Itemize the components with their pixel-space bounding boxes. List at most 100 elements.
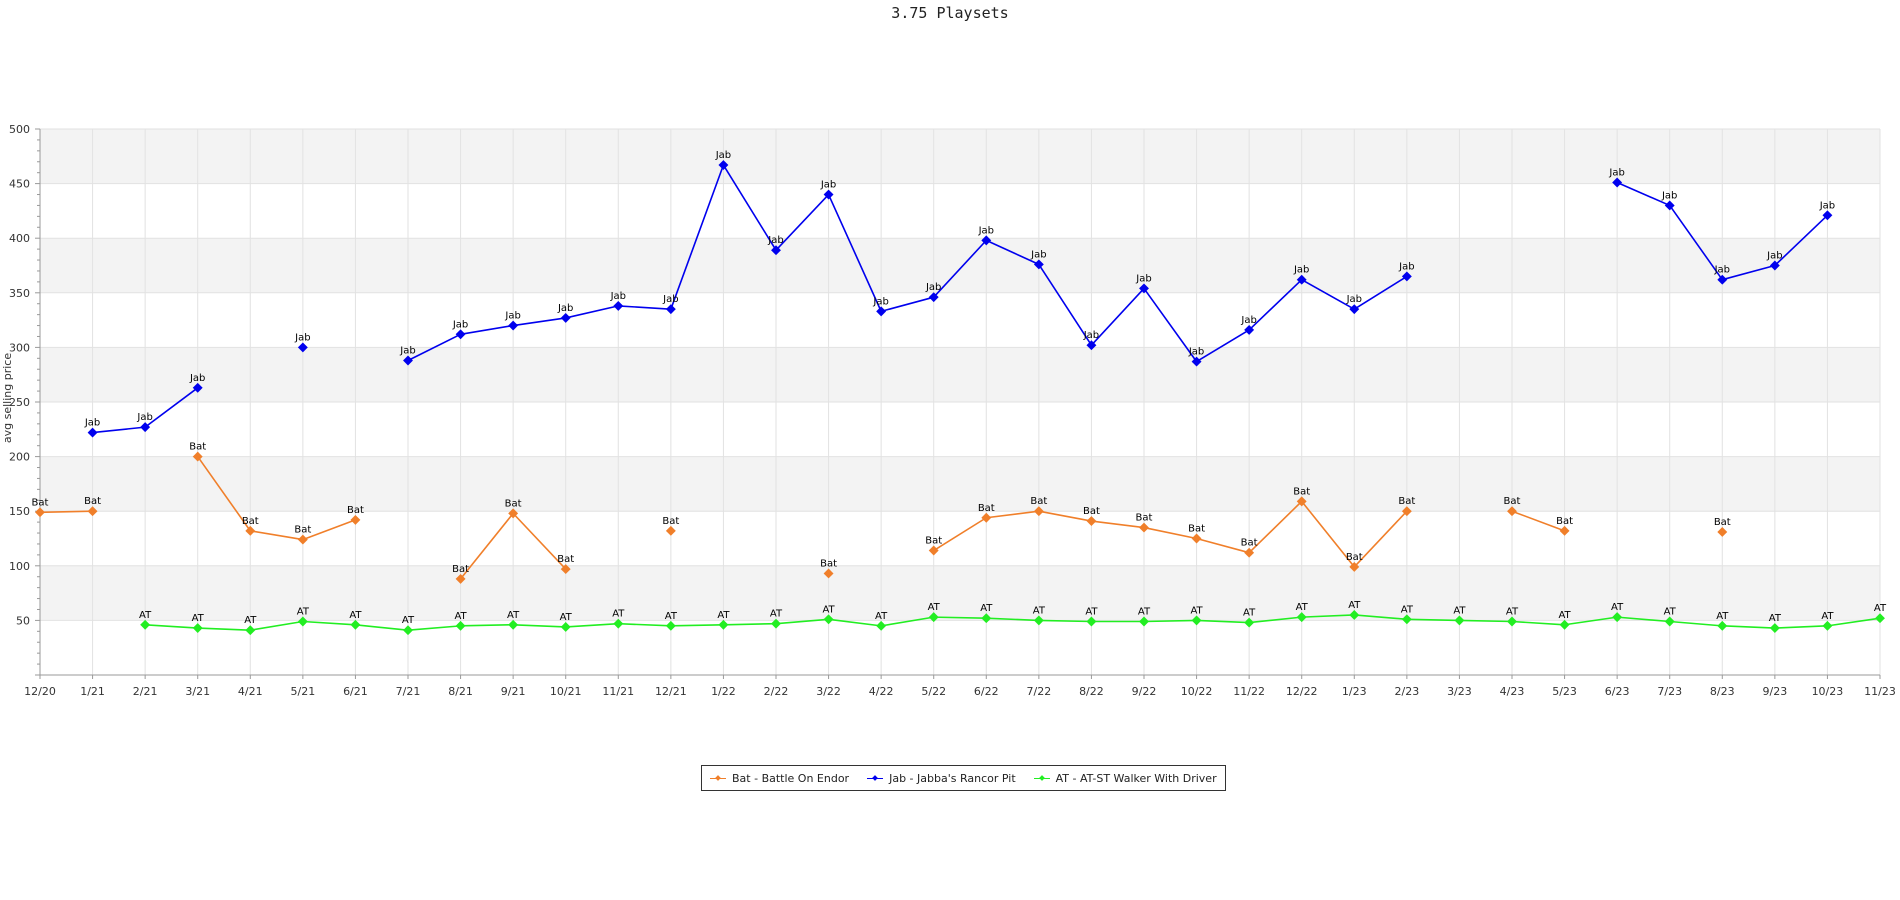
series-line-segment <box>1354 614 1407 621</box>
data-point[interactable] <box>823 568 834 579</box>
x-tick-label: 11/23 <box>1864 685 1896 698</box>
data-point[interactable] <box>1244 547 1255 558</box>
data-point[interactable] <box>665 525 676 536</box>
data-point[interactable] <box>1033 615 1044 626</box>
data-point[interactable] <box>1033 259 1044 270</box>
data-point[interactable] <box>613 618 624 629</box>
data-point[interactable] <box>876 620 887 631</box>
data-point[interactable] <box>560 622 571 632</box>
data-point[interactable] <box>87 427 98 438</box>
data-point[interactable] <box>981 512 992 523</box>
series-layer: Bat Bat Bat Bat Bat Bat Bat Bat Bat Bat Bat Bat Bat B… <box>32 150 1887 636</box>
data-point[interactable] <box>1296 274 1307 285</box>
data-point[interactable] <box>1033 506 1044 517</box>
data-point[interactable] <box>1401 506 1412 517</box>
data-point[interactable] <box>1507 616 1517 627</box>
data-point[interactable] <box>771 245 781 256</box>
data-point[interactable] <box>1139 283 1149 294</box>
series-line-segment <box>144 387 199 428</box>
data-point[interactable] <box>455 329 466 340</box>
data-point[interactable] <box>665 304 676 315</box>
data-point[interactable] <box>928 545 939 556</box>
data-point[interactable] <box>455 620 466 631</box>
data-point[interactable] <box>1612 177 1623 188</box>
data-point[interactable] <box>350 619 361 630</box>
data-point[interactable] <box>665 620 676 631</box>
data-point[interactable] <box>1349 304 1360 315</box>
data-point[interactable] <box>1717 526 1728 537</box>
data-point[interactable] <box>1191 356 1202 367</box>
data-point[interactable] <box>1875 613 1885 624</box>
data-point[interactable] <box>192 451 203 462</box>
data-point-label: Jab <box>820 180 836 191</box>
y-tick-label: 500 <box>9 123 30 136</box>
data-point[interactable] <box>1559 525 1570 536</box>
data-point[interactable] <box>350 514 361 525</box>
data-point[interactable] <box>560 312 571 323</box>
data-point[interactable] <box>1139 616 1149 627</box>
data-point[interactable] <box>1769 260 1780 271</box>
data-point[interactable] <box>1086 616 1097 627</box>
data-point[interactable] <box>1717 620 1728 631</box>
data-point-label: AT <box>1664 606 1677 617</box>
data-point[interactable] <box>297 342 308 353</box>
x-tick-label: 10/22 <box>1181 685 1213 698</box>
data-point[interactable] <box>981 613 992 624</box>
data-point[interactable] <box>455 573 466 584</box>
data-point[interactable] <box>613 300 624 311</box>
data-point[interactable] <box>1507 506 1517 517</box>
data-point[interactable] <box>245 525 256 536</box>
data-point[interactable] <box>1559 619 1570 630</box>
data-point[interactable] <box>403 625 413 636</box>
data-point[interactable] <box>718 619 729 630</box>
data-point[interactable] <box>1664 616 1675 627</box>
data-point[interactable] <box>1612 612 1623 623</box>
data-point[interactable] <box>1454 615 1465 626</box>
data-point[interactable] <box>1296 496 1307 507</box>
data-point[interactable] <box>1086 340 1097 351</box>
data-point[interactable] <box>928 612 939 623</box>
data-point[interactable] <box>140 619 151 630</box>
data-point[interactable] <box>823 614 834 625</box>
series-line-segment <box>1774 625 1828 629</box>
data-point[interactable] <box>1086 516 1097 526</box>
data-point[interactable] <box>403 355 413 366</box>
series-line-segment <box>880 296 934 313</box>
series-bat: Bat Bat Bat Bat Bat Bat Bat Bat Bat Bat Bat Bat Bat B… <box>32 442 1731 584</box>
data-point[interactable] <box>297 534 308 545</box>
data-point[interactable] <box>1401 271 1412 282</box>
data-point[interactable] <box>1191 615 1202 626</box>
data-point[interactable] <box>1191 533 1202 544</box>
data-point[interactable] <box>1296 612 1307 623</box>
data-point[interactable] <box>1244 617 1255 628</box>
data-point[interactable] <box>1769 623 1780 633</box>
legend-swatch-icon <box>1033 775 1050 782</box>
data-point[interactable] <box>771 618 781 629</box>
data-point[interactable] <box>192 623 203 633</box>
data-point[interactable] <box>1139 522 1149 533</box>
data-point[interactable] <box>1349 561 1360 572</box>
data-point[interactable] <box>928 292 939 303</box>
data-point[interactable] <box>508 619 519 630</box>
data-point[interactable] <box>245 625 256 636</box>
x-tick-label: 4/21 <box>238 685 263 698</box>
data-point[interactable] <box>192 382 203 393</box>
data-point[interactable] <box>981 235 992 246</box>
data-point[interactable] <box>823 189 834 200</box>
data-point[interactable] <box>508 320 519 331</box>
data-point[interactable] <box>1822 210 1833 221</box>
data-point-label: AT <box>244 615 257 626</box>
data-point[interactable] <box>1349 609 1360 620</box>
data-point[interactable] <box>560 564 571 575</box>
data-point[interactable] <box>297 616 308 627</box>
data-point-label: Bat <box>84 496 101 507</box>
data-point[interactable] <box>1401 614 1412 625</box>
data-point[interactable] <box>1717 274 1728 285</box>
data-point[interactable] <box>1664 200 1675 211</box>
data-point[interactable] <box>718 160 729 170</box>
data-point[interactable] <box>1244 324 1255 335</box>
data-point[interactable] <box>876 306 887 317</box>
series-line-segment <box>828 618 882 627</box>
data-point[interactable] <box>1822 620 1833 631</box>
data-point[interactable] <box>140 422 151 433</box>
